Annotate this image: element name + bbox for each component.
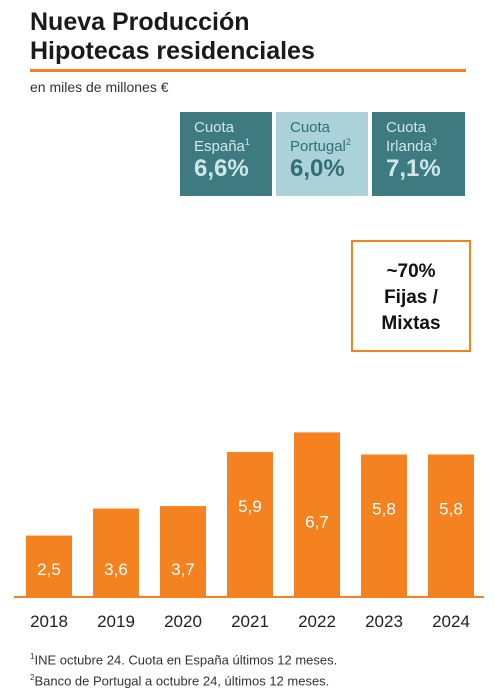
- bar-chart: 2,5 2018 3,6 2019 3,7 2020 5,9 2021 6,7 2022 5,8 20…: [14, 432, 484, 631]
- callout-line-3: Mixtas: [381, 313, 441, 334]
- bar-2024: [428, 454, 474, 597]
- footnotes: 1INE octubre 24. Cuota en España últimos…: [30, 648, 337, 691]
- page-subtitle: en miles de millones €: [30, 79, 169, 95]
- data-label-2018: 2,5: [37, 560, 61, 579]
- callout-line-2: Fijas /: [384, 287, 438, 308]
- bar-2021: [227, 452, 273, 597]
- quota-spain-box: Cuota España1 6,6%: [180, 112, 272, 196]
- footnote-2: 2Banco de Portugal a octubre 24, últimos…: [30, 673, 330, 689]
- quota-ireland-box: Cuota Irlanda3 7,1%: [372, 112, 465, 196]
- quota-spain-label-2: España1: [194, 137, 250, 155]
- quota-portugal-box: Cuota Portugal2 6,0%: [276, 112, 368, 196]
- title-divider: [30, 69, 466, 72]
- quota-ireland-value: 7,1%: [386, 155, 441, 182]
- quota-portugal-value: 6,0%: [290, 155, 345, 182]
- quota-ireland-label-1: Cuota: [386, 119, 427, 136]
- footnote-1: 1INE octubre 24. Cuota en España últimos…: [30, 652, 338, 668]
- data-label-2022: 6,7: [305, 512, 329, 531]
- quota-ireland-label-2: Irlanda3: [386, 137, 437, 155]
- x-tick-label-2021: 2021: [231, 612, 269, 631]
- x-tick-label-2018: 2018: [30, 612, 68, 631]
- x-tick-label-2022: 2022: [298, 612, 336, 631]
- quota-spain-label-1: Cuota: [194, 119, 235, 136]
- fixed-mixed-callout: ~70% Fijas / Mixtas: [351, 240, 471, 352]
- x-tick-label-2023: 2023: [365, 612, 403, 631]
- title-line-1: Nueva Producción: [30, 8, 250, 36]
- data-label-2024: 5,8: [439, 499, 463, 518]
- title-line-2: Hipotecas residenciales: [30, 37, 315, 65]
- bar-2020: [160, 506, 206, 597]
- x-tick-label-2024: 2024: [432, 612, 470, 631]
- quota-portugal-label-2: Portugal2: [290, 137, 351, 155]
- data-label-2021: 5,9: [238, 497, 262, 516]
- bar-2022: [294, 432, 340, 597]
- data-label-2023: 5,8: [372, 499, 396, 518]
- bar-2019: [93, 508, 139, 597]
- x-tick-label-2020: 2020: [164, 612, 202, 631]
- page-title: Nueva Producción Hipotecas residenciales: [30, 8, 315, 66]
- data-label-2019: 3,6: [104, 560, 128, 579]
- callout-percent: ~70%: [386, 261, 436, 282]
- x-tick-label-2019: 2019: [97, 612, 135, 631]
- bar-2018: [26, 535, 72, 597]
- quota-portugal-label-1: Cuota: [290, 119, 331, 136]
- quota-spain-value: 6,6%: [194, 155, 249, 182]
- data-label-2020: 3,7: [171, 560, 195, 579]
- bar-2023: [361, 454, 407, 597]
